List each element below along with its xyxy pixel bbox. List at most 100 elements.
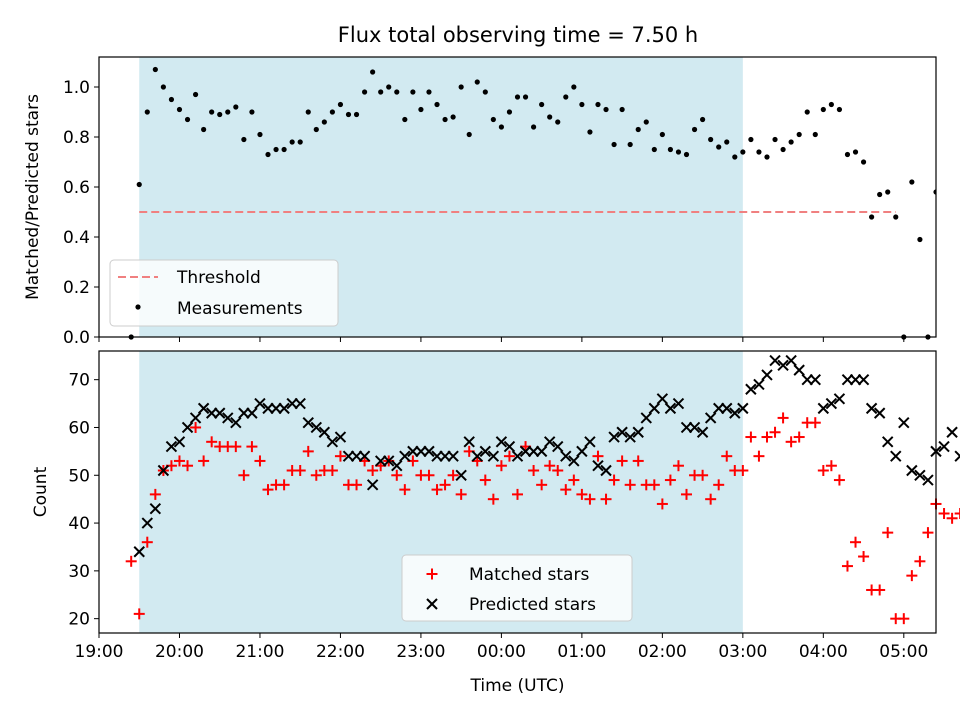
measurement-point bbox=[716, 144, 722, 150]
predicted-x-b bbox=[632, 426, 644, 438]
matched-star-point bbox=[230, 441, 242, 453]
measurement-point bbox=[917, 236, 923, 243]
measurement-point bbox=[635, 126, 641, 133]
measurement-point bbox=[345, 111, 352, 118]
measurement-point bbox=[796, 131, 802, 138]
matched-star-point bbox=[713, 479, 725, 491]
measurement-point bbox=[579, 101, 585, 108]
predicted-star-point bbox=[302, 416, 314, 429]
matched-star-point bbox=[351, 479, 363, 491]
matched-star-point bbox=[190, 421, 202, 433]
predicted-x-b bbox=[334, 431, 347, 443]
measurement-point bbox=[619, 106, 625, 113]
predicted-star-point bbox=[141, 517, 153, 529]
matched-star-point bbox=[495, 460, 507, 472]
predicted-x-b bbox=[704, 412, 717, 424]
predicted-x-a bbox=[954, 450, 960, 458]
predicted-star-point bbox=[568, 455, 580, 467]
measurement-point bbox=[691, 126, 698, 133]
predicted-x-b bbox=[479, 445, 492, 458]
y-tick-label: 60 bbox=[68, 418, 90, 438]
measurement-point bbox=[836, 106, 843, 113]
legend-predicted-swatch-b bbox=[426, 598, 438, 610]
predicted-x-b bbox=[688, 421, 701, 434]
predicted-x-b bbox=[696, 426, 709, 438]
predicted-star-point bbox=[455, 469, 467, 481]
predicted-star-point bbox=[149, 503, 162, 515]
measurement-point bbox=[144, 109, 150, 115]
bottom-axes-frame bbox=[98, 350, 937, 634]
predicted-x-b bbox=[222, 412, 234, 424]
matched-star-point bbox=[278, 479, 290, 491]
predicted-x-b bbox=[157, 464, 170, 477]
predicted-star-point bbox=[688, 421, 701, 434]
legend-measurements-swatch bbox=[135, 304, 141, 310]
measurement-point bbox=[378, 89, 384, 95]
top-legend: Threshold Measurements bbox=[109, 259, 339, 327]
predicted-x-b bbox=[214, 407, 226, 419]
measurement-point bbox=[321, 119, 327, 125]
predicted-star-point bbox=[181, 421, 194, 434]
matched-star-point bbox=[568, 474, 580, 486]
predicted-star-point bbox=[873, 407, 886, 419]
measurement-point bbox=[442, 116, 448, 123]
measurement-point bbox=[756, 149, 762, 155]
predicted-x-b bbox=[592, 460, 604, 472]
measurement-point bbox=[506, 109, 513, 115]
measurement-point bbox=[233, 104, 239, 110]
matched-star-point bbox=[825, 460, 837, 472]
x-tick-label: 19:00 bbox=[75, 642, 124, 662]
predicted-x-b bbox=[600, 464, 612, 477]
predicted-x-b bbox=[399, 450, 411, 462]
predicted-star-point bbox=[423, 445, 435, 458]
predicted-star-point bbox=[189, 412, 202, 424]
predicted-x-b bbox=[173, 436, 186, 448]
predicted-x-b bbox=[664, 402, 677, 415]
measurement-point bbox=[724, 139, 730, 145]
measurement-point bbox=[667, 146, 674, 153]
legend-threshold-label: Threshold bbox=[176, 268, 261, 288]
predicted-x-b bbox=[954, 454, 960, 462]
measurement-point bbox=[812, 131, 818, 138]
measurement-point bbox=[748, 136, 754, 143]
measurement-point bbox=[192, 91, 199, 98]
predicted-x-b bbox=[729, 407, 741, 419]
matched-star-point bbox=[721, 450, 733, 462]
predicted-star-point bbox=[479, 445, 492, 458]
predicted-star-point bbox=[833, 393, 846, 405]
measurement-point bbox=[844, 151, 851, 158]
matched-star-point bbox=[769, 426, 781, 438]
legend-matched-label: Matched stars bbox=[469, 565, 589, 585]
matched-star-point bbox=[616, 455, 628, 467]
matched-star-point bbox=[592, 450, 604, 462]
y-tick-label: 70 bbox=[68, 371, 90, 391]
predicted-star-point bbox=[793, 364, 805, 376]
predicted-x-b bbox=[318, 426, 331, 438]
predicted-star-point bbox=[769, 354, 781, 367]
predicted-star-point bbox=[278, 402, 290, 415]
matched-star-point bbox=[793, 431, 805, 443]
predicted-star-point bbox=[157, 464, 170, 477]
measurement-point bbox=[410, 89, 416, 95]
y-tick-label: 0.4 bbox=[63, 228, 90, 248]
measurement-point bbox=[225, 109, 231, 115]
matched-star-point bbox=[536, 479, 548, 491]
y-tick-label: 30 bbox=[68, 562, 90, 582]
x-tick-label: 22:00 bbox=[316, 642, 365, 662]
matched-star-point bbox=[833, 474, 845, 486]
predicted-star-point bbox=[222, 412, 234, 424]
predicted-star-point bbox=[865, 402, 878, 415]
measurement-point bbox=[394, 89, 400, 95]
matched-star-point bbox=[503, 450, 515, 462]
measurement-point bbox=[885, 189, 891, 195]
legend-predicted-label: Predicted stars bbox=[469, 595, 596, 615]
predicted-x-b bbox=[487, 450, 500, 462]
measurement-point bbox=[852, 149, 859, 155]
predicted-star-point bbox=[906, 464, 918, 477]
predicted-x-b bbox=[141, 517, 153, 529]
predicted-x-b bbox=[535, 445, 548, 458]
predicted-star-point bbox=[133, 546, 145, 558]
measurement-point bbox=[136, 181, 142, 188]
matched-star-point bbox=[777, 412, 789, 424]
